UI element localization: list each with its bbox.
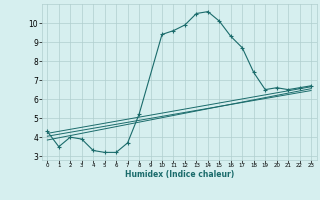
X-axis label: Humidex (Indice chaleur): Humidex (Indice chaleur) — [124, 170, 234, 179]
